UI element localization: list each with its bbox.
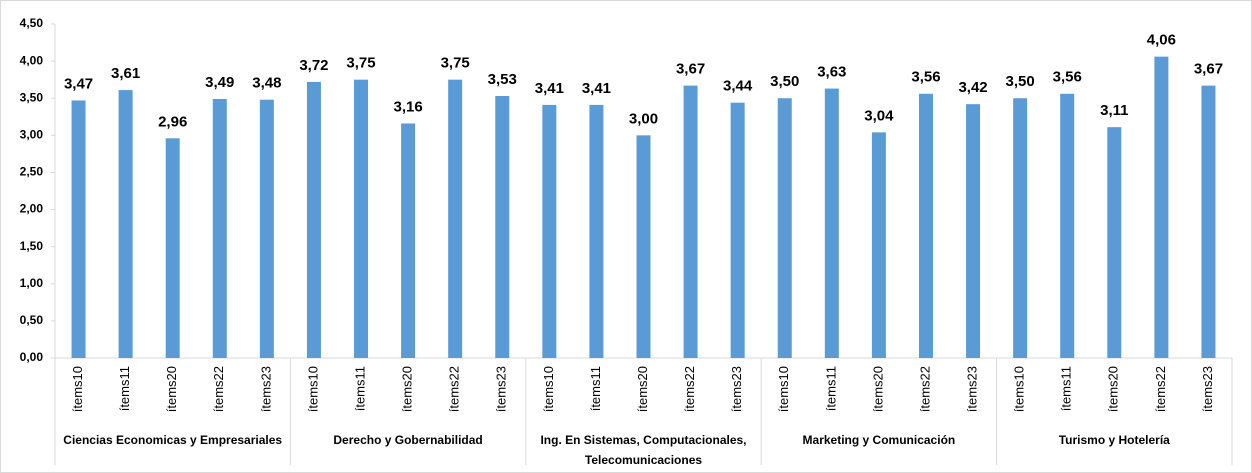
x-tick-label: ítems20 (635, 366, 650, 412)
value-label: 3,47 (64, 75, 93, 92)
value-label: 3,44 (723, 78, 753, 95)
x-tick-label: ítems23 (258, 366, 273, 412)
bar (636, 135, 651, 358)
y-tick-label: 0,00 (20, 350, 44, 364)
group-label: Ciencias Economicas y Empresariales (63, 433, 283, 447)
bar (824, 88, 839, 358)
value-label: 3,53 (488, 71, 517, 88)
bar (1060, 93, 1075, 358)
value-label: 3,63 (817, 64, 846, 81)
value-label: 3,41 (582, 80, 611, 97)
y-tick-label: 4,50 (20, 16, 44, 30)
bar (542, 104, 557, 358)
x-tick-label: ítems23 (1200, 366, 1215, 412)
x-tick-label: ítems10 (776, 366, 791, 412)
value-label: 3,41 (535, 80, 564, 97)
value-label: 3,67 (1194, 61, 1223, 78)
value-label: 3,75 (441, 55, 470, 72)
x-tick-label: ítems22 (211, 366, 226, 412)
bar (1201, 85, 1216, 359)
bar (165, 138, 180, 358)
bar (259, 99, 274, 358)
value-label: 3,48 (252, 75, 281, 92)
value-label: 3,50 (770, 73, 799, 90)
bar (306, 81, 321, 358)
group-label: Marketing y Comunicación (802, 433, 956, 447)
value-label: 2,96 (158, 113, 187, 130)
value-label: 3,00 (629, 110, 658, 127)
y-tick-label: 3,50 (20, 90, 44, 104)
bar (683, 85, 698, 359)
bar (401, 123, 416, 358)
x-tick-label: ítems20 (870, 366, 885, 412)
x-tick-label: ítems20 (1106, 366, 1121, 412)
x-tick-label: ítems22 (682, 366, 697, 412)
x-tick-label: ítems23 (964, 366, 979, 412)
bar (777, 98, 792, 358)
bar (1013, 98, 1028, 358)
value-label: 3,50 (1006, 73, 1035, 90)
value-label: 3,56 (1053, 69, 1082, 86)
x-tick-label: ítems10 (70, 366, 85, 412)
x-tick-label: ítems20 (164, 366, 179, 412)
bar (118, 90, 133, 359)
x-tick-label: ítems11 (117, 366, 132, 411)
y-tick-label: 2,50 (20, 165, 44, 179)
y-tick-label: 3,00 (20, 128, 44, 142)
x-tick-label: ítems23 (494, 366, 509, 412)
x-tick-label: ítems10 (541, 366, 556, 412)
value-label: 3,67 (676, 61, 705, 78)
bar (966, 104, 981, 358)
x-tick-label: ítems22 (1153, 366, 1168, 412)
value-label: 3,16 (393, 98, 422, 115)
bar (918, 93, 933, 358)
bar (1154, 56, 1169, 358)
x-tick-label: ítems11 (588, 366, 603, 411)
value-label: 3,61 (111, 65, 140, 82)
y-tick-label: 1,50 (20, 239, 44, 253)
group-label: Derecho y Gobernabilidad (333, 433, 483, 447)
value-label: 3,75 (346, 55, 375, 72)
y-tick-label: 2,00 (20, 202, 44, 216)
y-tick-label: 4,00 (20, 53, 44, 67)
bar (448, 79, 463, 359)
value-label: 3,11 (1100, 102, 1128, 119)
y-tick-label: 1,00 (20, 276, 44, 290)
group-label: Turismo y Hotelería (1058, 433, 1170, 447)
bar (71, 100, 86, 359)
x-tick-label: ítems20 (400, 366, 415, 412)
value-label: 3,04 (864, 107, 894, 124)
x-tick-label: ítems23 (729, 366, 744, 412)
bar (354, 79, 369, 359)
y-tick-label: 0,50 (20, 313, 44, 327)
value-label: 3,42 (958, 79, 987, 96)
x-tick-label: ítems11 (1059, 366, 1074, 411)
bar (212, 98, 227, 358)
bar (730, 102, 745, 358)
bar (871, 132, 886, 358)
x-tick-label: ítems10 (305, 366, 320, 412)
value-label: 4,06 (1147, 32, 1176, 49)
bar (1107, 127, 1122, 359)
group-label: Ing. En Sistemas, Computacionales, Telec… (540, 433, 747, 467)
x-tick-label: ítems11 (352, 366, 367, 411)
bar (495, 95, 510, 359)
x-tick-label: ítems10 (1012, 366, 1027, 412)
value-label: 3,72 (299, 57, 328, 74)
x-tick-label: ítems22 (447, 366, 462, 412)
bar (589, 104, 604, 358)
x-tick-label: ítems11 (823, 366, 838, 411)
value-label: 3,49 (205, 74, 234, 91)
x-tick-label: ítems22 (917, 366, 932, 412)
value-label: 3,56 (911, 69, 940, 86)
